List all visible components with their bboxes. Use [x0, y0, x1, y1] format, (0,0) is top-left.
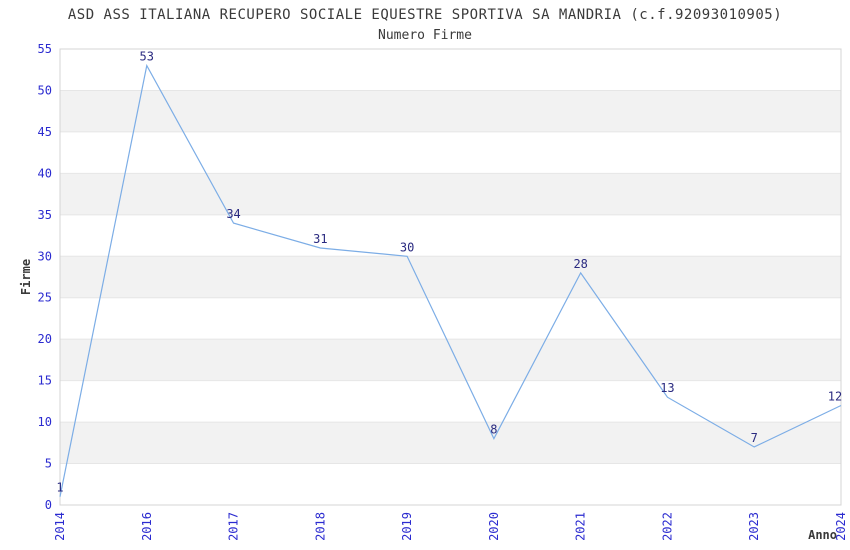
point-label: 7: [751, 431, 758, 445]
background-band: [60, 339, 841, 381]
y-tick-label: 55: [38, 42, 52, 56]
background-band: [60, 256, 841, 298]
x-tick-label: 2018: [313, 512, 327, 541]
y-tick-label: 25: [38, 291, 52, 305]
x-tick-label: 2022: [660, 512, 674, 541]
x-tick-label: 2021: [574, 512, 588, 541]
background-band: [60, 422, 841, 464]
x-tick-label: 2020: [487, 512, 501, 541]
point-label: 53: [140, 50, 154, 64]
point-label: 34: [226, 207, 240, 221]
chart-subtitle: Numero Firme: [378, 28, 472, 43]
point-label: 30: [400, 240, 414, 254]
x-tick-label: 2014: [53, 512, 67, 541]
point-label: 28: [573, 257, 587, 271]
x-tick-label: 2019: [400, 512, 414, 541]
chart-title: ASD ASS ITALIANA RECUPERO SOCIALE EQUEST…: [67, 7, 783, 23]
y-tick-label: 15: [38, 374, 52, 388]
background-band: [60, 90, 841, 132]
x-axis-label: Anno: [808, 528, 837, 542]
y-tick-label: 10: [38, 415, 52, 429]
y-tick-label: 20: [38, 332, 52, 346]
y-tick-label: 45: [38, 125, 52, 139]
point-label: 31: [313, 232, 327, 246]
y-tick-label: 40: [38, 166, 52, 180]
data-line: [59, 63, 842, 497]
point-label: 13: [660, 381, 674, 395]
y-tick-label: 5: [45, 457, 52, 471]
y-tick-label: 50: [38, 83, 52, 97]
y-tick-label: 0: [45, 498, 52, 512]
y-tick-label: 35: [38, 208, 52, 222]
point-label: 12: [828, 390, 842, 404]
point-label: 8: [490, 423, 497, 437]
x-tick-label: 2016: [140, 512, 154, 541]
x-tick-label: 2024: [834, 512, 848, 541]
y-tick-label: 30: [38, 249, 52, 263]
background-band: [60, 173, 841, 215]
x-tick-label: 2023: [747, 512, 761, 541]
x-tick-label: 2017: [227, 512, 241, 541]
plot-border: [59, 48, 842, 506]
point-label: 1: [56, 481, 63, 495]
